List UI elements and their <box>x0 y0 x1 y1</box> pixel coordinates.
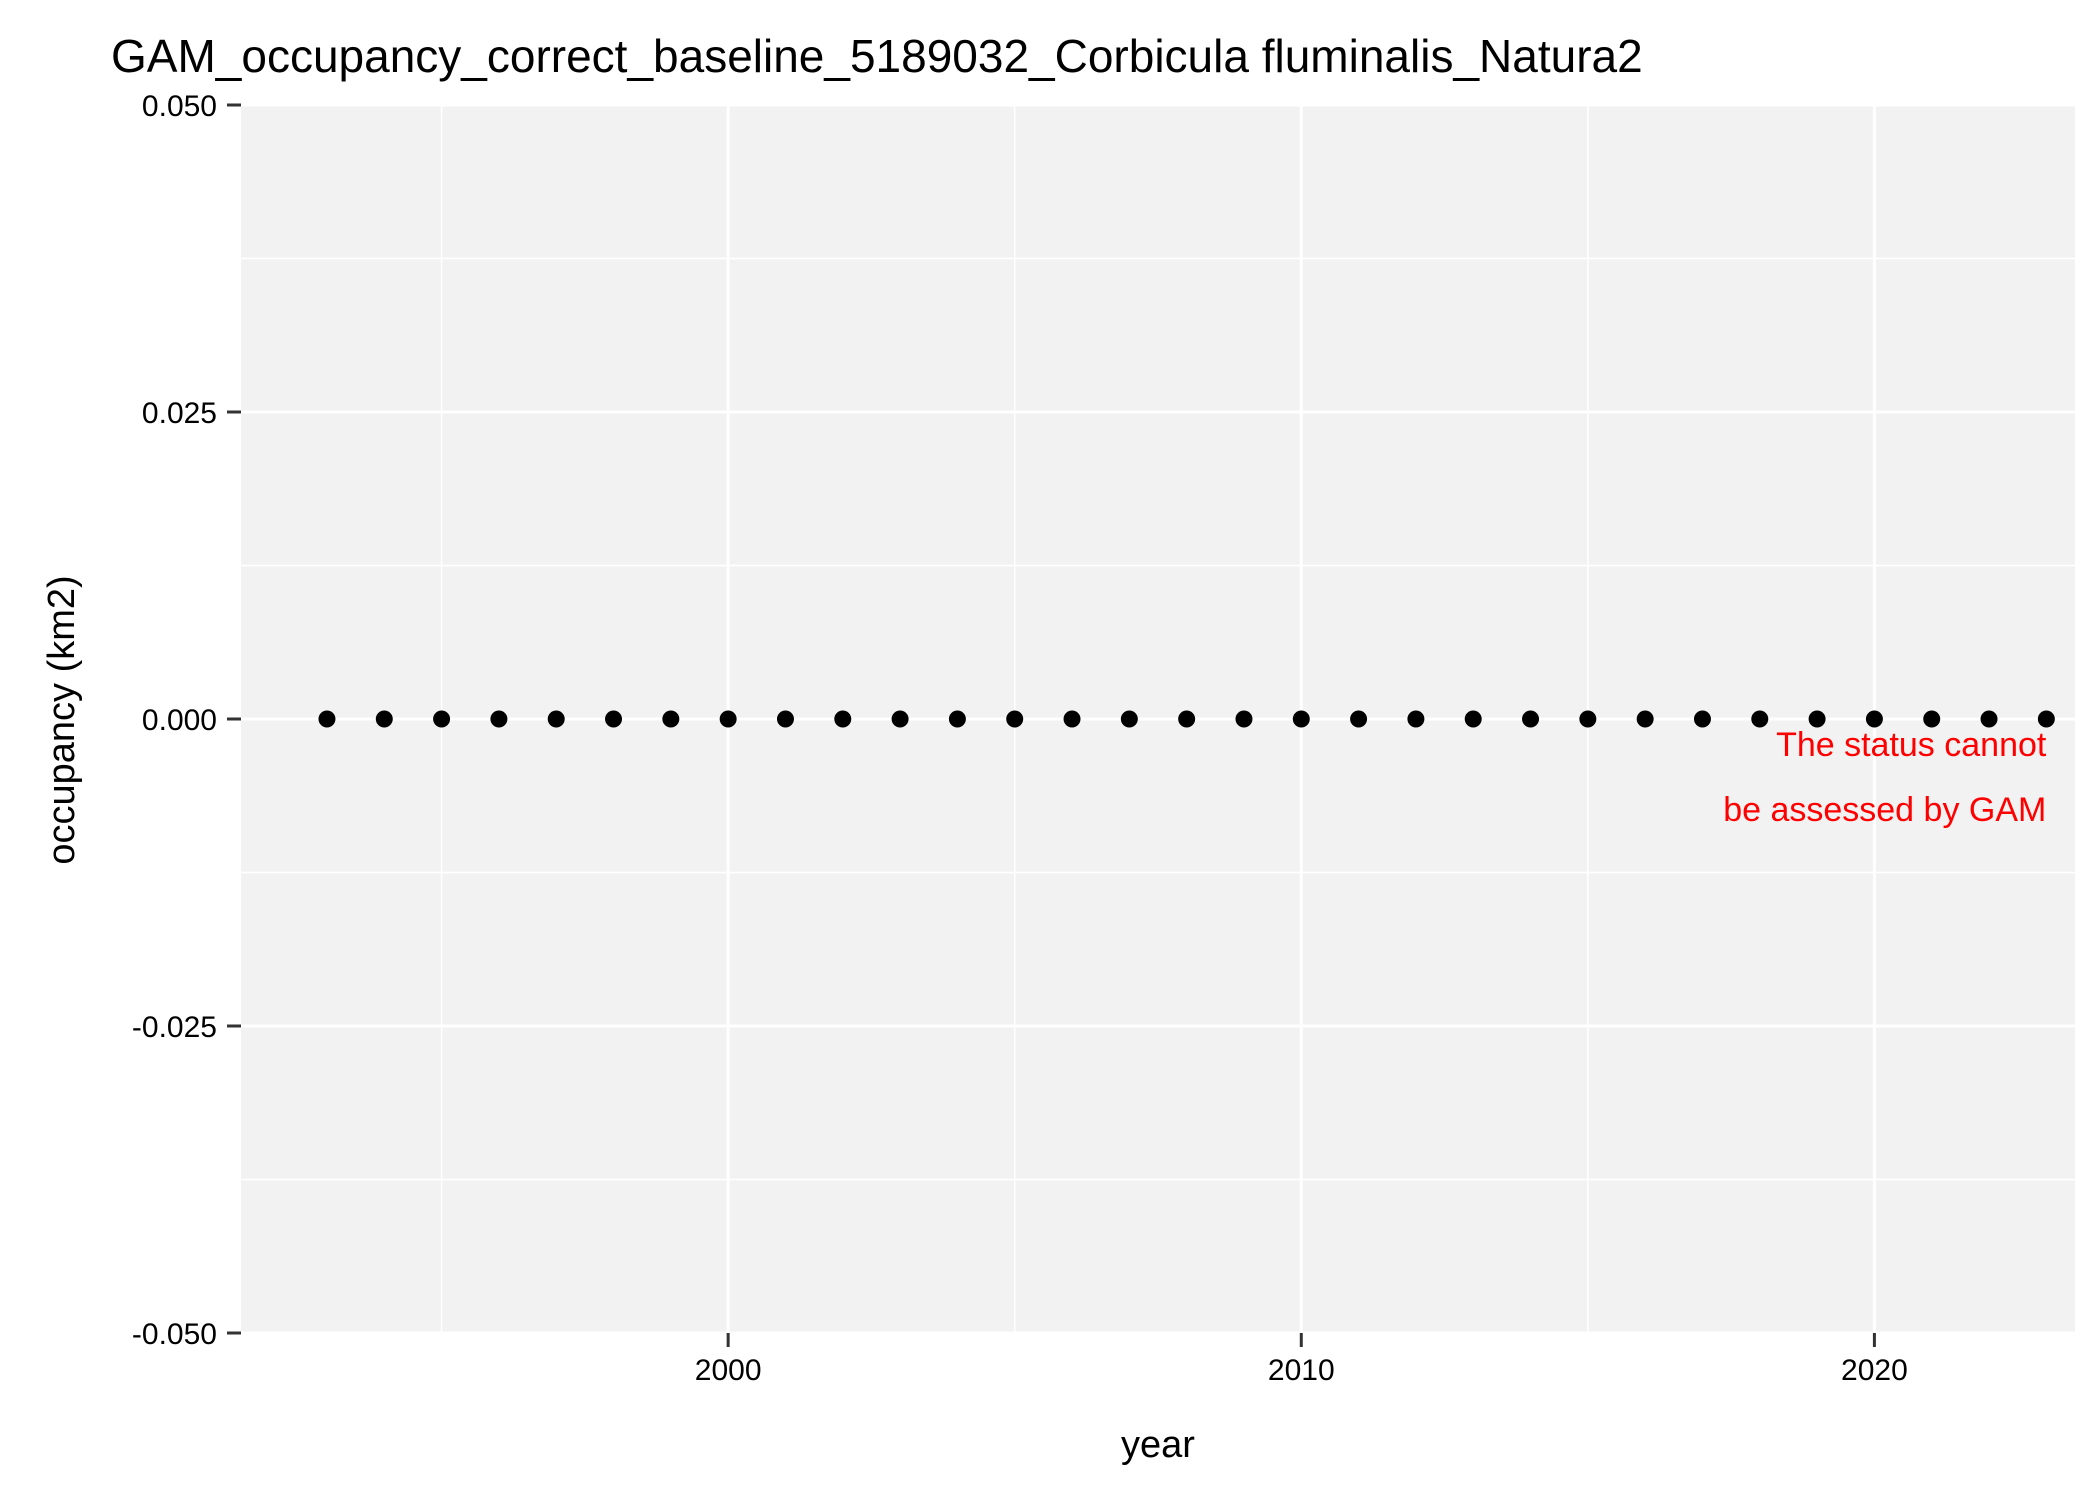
y-tick-label: 0.025 <box>142 397 217 430</box>
y-axis: -0.050 -0.025 0.000 0.025 0.050 <box>132 90 241 1351</box>
data-point <box>1522 710 1540 728</box>
data-point <box>375 710 393 728</box>
x-tick-label: 2020 <box>1841 1354 1908 1387</box>
x-axis-title: year <box>1121 1424 1195 1466</box>
data-point <box>1808 710 1826 728</box>
data-point <box>1063 710 1081 728</box>
data-point <box>1006 710 1024 728</box>
data-point <box>490 710 508 728</box>
data-point <box>1407 710 1425 728</box>
data-point <box>1636 710 1654 728</box>
data-point <box>1579 710 1597 728</box>
annotation-line-1: The status cannot <box>1776 726 2047 764</box>
annotation-line-2: be assessed by GAM <box>1723 791 2046 829</box>
y-axis-title: occupancy (km2) <box>41 575 83 864</box>
data-point <box>662 710 680 728</box>
data-point <box>433 710 451 728</box>
y-tick-label: -0.050 <box>132 1318 217 1351</box>
data-point <box>1178 710 1196 728</box>
y-tick-label: 0.050 <box>142 90 217 123</box>
y-tick-label: -0.025 <box>132 1011 217 1044</box>
data-point <box>1693 710 1711 728</box>
x-tick-label: 2010 <box>1268 1354 1335 1387</box>
data-point <box>834 710 852 728</box>
data-point <box>605 710 623 728</box>
data-point <box>547 710 565 728</box>
data-point <box>1751 710 1769 728</box>
data-point <box>2037 710 2055 728</box>
data-point <box>1980 710 1998 728</box>
data-point <box>1120 710 1138 728</box>
data-point <box>1292 710 1310 728</box>
data-points <box>318 710 2055 728</box>
data-point <box>776 710 794 728</box>
data-point <box>1350 710 1368 728</box>
data-point <box>719 710 737 728</box>
x-axis: 2000 2010 2020 <box>695 1333 1908 1387</box>
data-point <box>318 710 336 728</box>
data-point <box>1235 710 1253 728</box>
data-point <box>1865 710 1883 728</box>
data-point <box>948 710 966 728</box>
data-point <box>1464 710 1482 728</box>
chart-title: GAM_occupancy_correct_baseline_5189032_C… <box>111 30 1643 82</box>
y-tick-label: 0.000 <box>142 704 217 737</box>
data-point <box>891 710 909 728</box>
data-point <box>1923 710 1941 728</box>
x-tick-label: 2000 <box>695 1354 762 1387</box>
